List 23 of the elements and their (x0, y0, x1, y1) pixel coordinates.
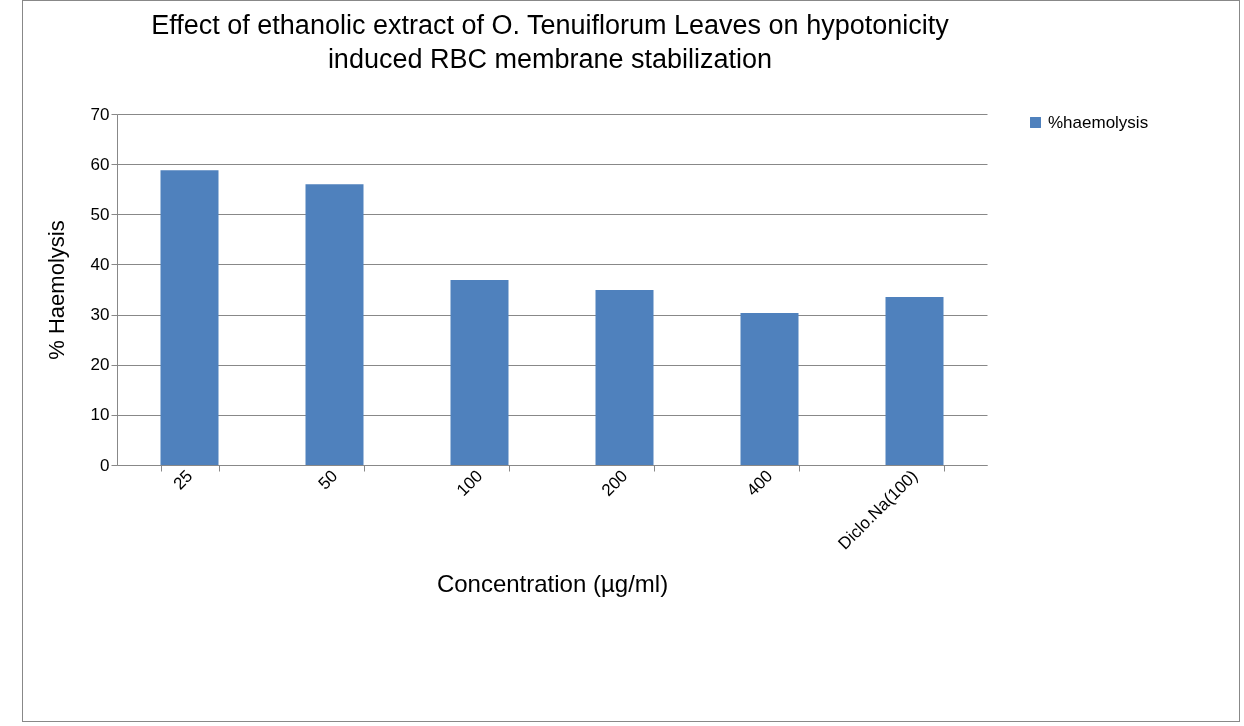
y-tick-label: 70 (90, 104, 110, 124)
y-tick-label: 60 (90, 154, 110, 174)
y-tick-label: 50 (90, 204, 110, 224)
bar (450, 279, 509, 465)
bar (740, 313, 799, 465)
y-tick-label: 30 (90, 305, 110, 325)
x-tick-label: 200 (597, 466, 632, 500)
bar (160, 170, 219, 465)
x-tick-label: 400 (742, 466, 777, 500)
bar (305, 184, 364, 465)
bar (595, 290, 654, 465)
x-axis-title: Concentration (µg/ml) (436, 569, 669, 597)
legend-label: %haemolysis (1048, 112, 1149, 132)
x-tick-label: 100 (452, 466, 487, 500)
y-axis-title: % Haemolysis (43, 220, 69, 360)
x-tick-label: 25 (169, 466, 197, 494)
y-tick-label: 10 (90, 405, 110, 425)
bar (885, 297, 944, 465)
y-tick-label: 0 (100, 455, 110, 475)
y-tick-label: 20 (90, 355, 110, 375)
chart-title: Effect of ethanolic extract of O. Tenuiflorum Leaves on hypotonicity induced RBC membrane stabilization (150, 9, 950, 76)
x-tick-label: 50 (314, 466, 342, 494)
y-tick-label: 40 (90, 254, 110, 274)
